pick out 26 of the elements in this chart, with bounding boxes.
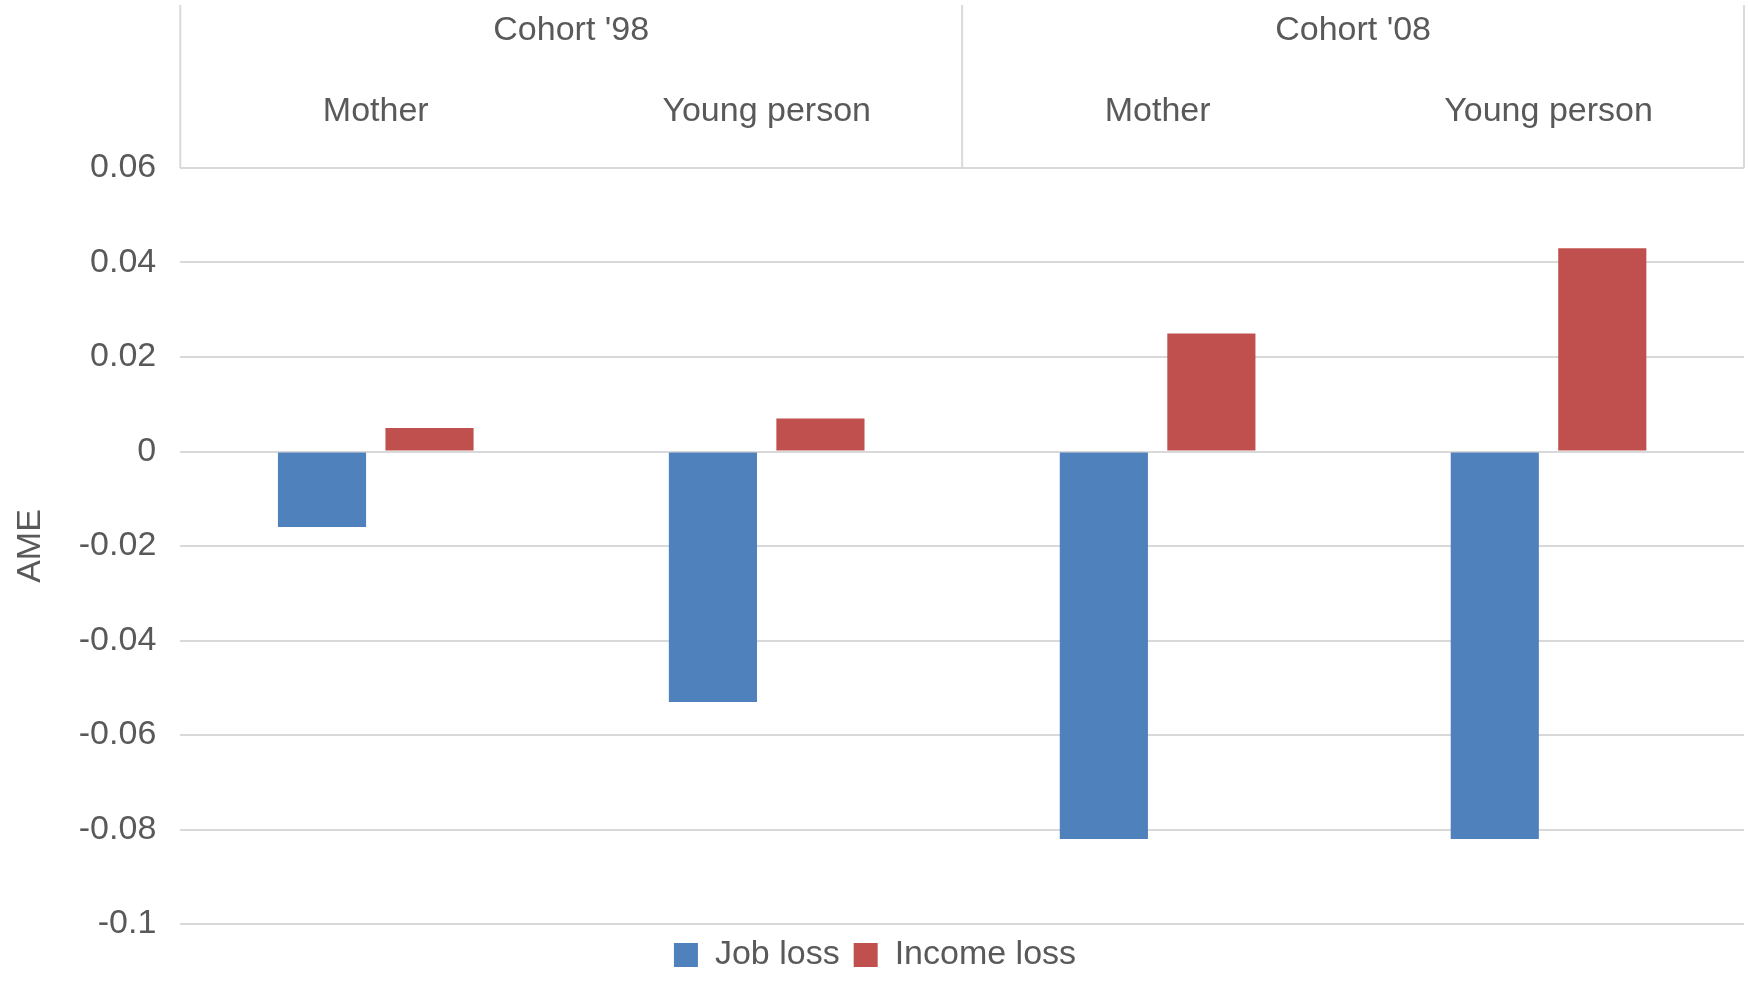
bar bbox=[1450, 452, 1539, 839]
legend-label: Job loss bbox=[714, 933, 840, 972]
y-tick-label: 0.06 bbox=[90, 146, 157, 185]
y-tick-label: -0.1 bbox=[97, 902, 157, 941]
y-tick-label: -0.04 bbox=[78, 618, 157, 657]
bar bbox=[1558, 248, 1647, 451]
bar bbox=[1167, 333, 1256, 451]
bar bbox=[385, 427, 474, 451]
x-tick-label: Young person bbox=[1444, 89, 1653, 128]
x-tick-label: Young person bbox=[662, 89, 871, 128]
x-tick-label: Mother bbox=[322, 89, 429, 128]
y-tick-label: 0.02 bbox=[90, 335, 157, 374]
y-axis-title: AME bbox=[8, 509, 47, 583]
y-tick-label: -0.08 bbox=[78, 807, 157, 846]
bar bbox=[776, 418, 865, 451]
text: Cohort '98 bbox=[493, 9, 650, 48]
y-tick-label: -0.02 bbox=[78, 524, 157, 563]
bar bbox=[277, 452, 367, 528]
y-tick-label: 0 bbox=[137, 429, 157, 468]
bar bbox=[668, 452, 758, 702]
y-tick-label: -0.06 bbox=[78, 713, 157, 752]
text: Cohort '08 bbox=[1275, 9, 1431, 48]
x-tick-label: Mother bbox=[1104, 89, 1211, 128]
bar bbox=[1059, 452, 1148, 839]
y-tick-label: 0.04 bbox=[90, 240, 157, 279]
legend-label: Income loss bbox=[894, 933, 1077, 972]
